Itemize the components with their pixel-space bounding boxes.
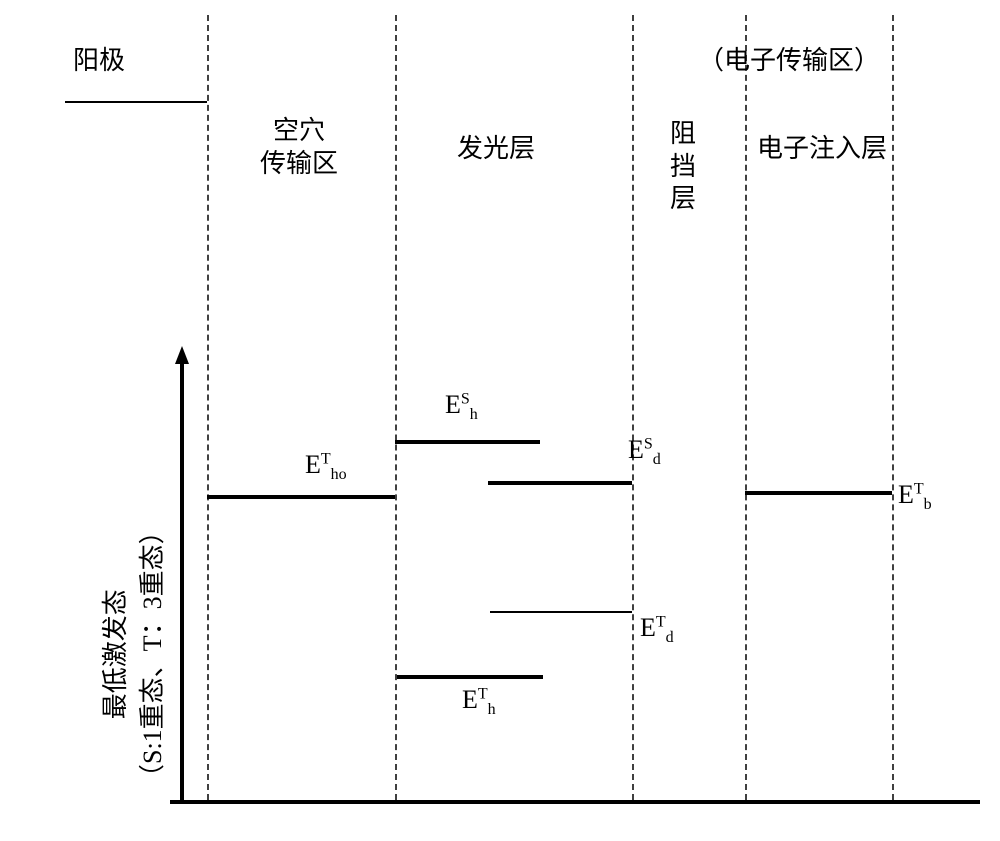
divider-5 xyxy=(892,15,894,800)
divider-4 xyxy=(745,15,747,800)
label-E-S-h: ESh xyxy=(445,390,478,424)
label-E-T-h: ETh xyxy=(462,685,496,719)
divider-2 xyxy=(395,15,397,800)
emission-layer-label: 发光层 xyxy=(457,128,535,165)
blocking-char-1: 阻 xyxy=(670,118,696,151)
baseline xyxy=(170,800,980,804)
y-axis-label-main: 最低激发态 xyxy=(95,518,132,790)
y-axis-arrow xyxy=(175,346,189,364)
blocking-char-2: 挡 xyxy=(670,151,696,184)
level-E-T-h xyxy=(397,675,543,679)
level-E-S-h xyxy=(395,440,540,444)
anode-label: 阳极 xyxy=(73,40,125,77)
y-axis-line xyxy=(180,355,184,800)
label-E-S-d: ESd xyxy=(628,435,661,469)
level-E-T-d xyxy=(490,611,632,613)
electron-transport-region-label: （电子传输区） xyxy=(698,40,880,77)
divider-1 xyxy=(207,15,209,800)
level-E-T-b xyxy=(745,491,892,495)
divider-3 xyxy=(632,15,634,800)
y-axis-label-paren: （S:1重态、T：3重态） xyxy=(132,518,169,790)
hole-transport-label: 空穴 传输区 xyxy=(260,115,338,180)
electron-injection-label: 电子注入层 xyxy=(757,128,887,165)
energy-level-diagram: 阳极 空穴 传输区 发光层 （电子传输区） 阻 挡 层 电子注入层 最低激发态 … xyxy=(0,0,1000,841)
hole-transport-line2: 传输区 xyxy=(260,148,338,181)
blocking-char-3: 层 xyxy=(670,183,696,216)
level-E-S-d xyxy=(488,481,632,485)
label-E-T-d: ETd xyxy=(640,613,674,647)
label-E-T-b: ETb xyxy=(898,480,932,514)
hole-transport-line1: 空穴 xyxy=(260,115,338,148)
level-E-T-ho xyxy=(207,495,395,499)
label-E-T-ho: ETho xyxy=(305,450,347,484)
anode-level xyxy=(65,101,207,103)
blocking-layer-label: 阻 挡 层 xyxy=(670,118,696,216)
y-axis-label: 最低激发态 （S:1重态、T：3重态） xyxy=(95,518,169,790)
